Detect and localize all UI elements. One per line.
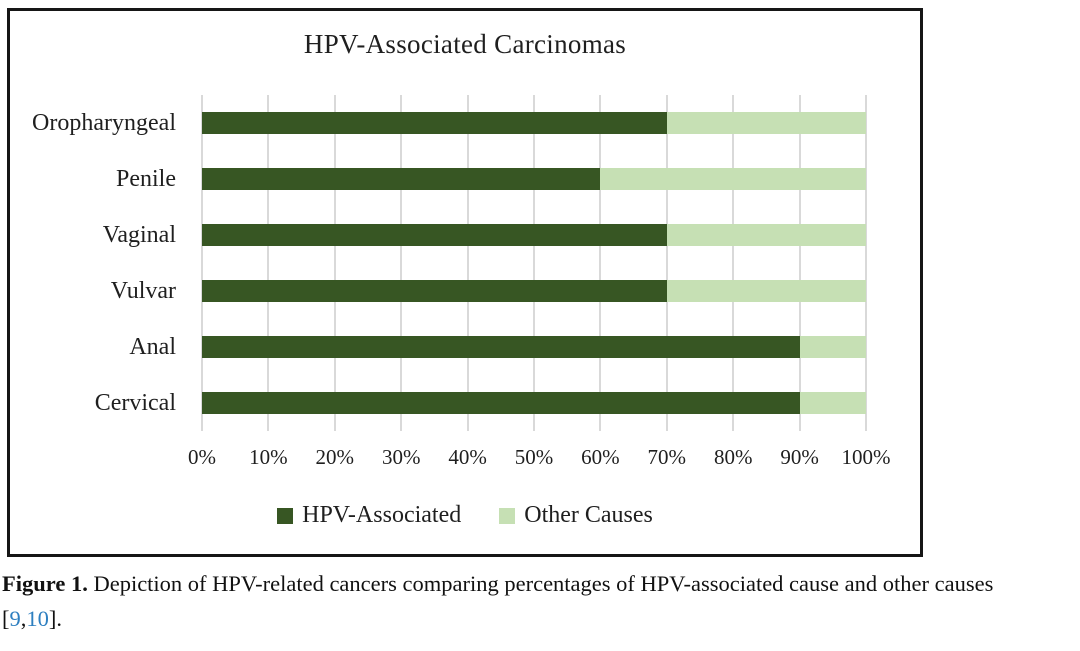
gridline <box>400 95 403 431</box>
x-axis: 0% 10% 20% 30% 40% 50% 60% 70% 80% 90% 100% <box>188 445 891 475</box>
bar-segment-hpv-associated <box>202 223 667 247</box>
bar-segment-other-causes <box>666 223 866 247</box>
bar-segment-other-causes <box>600 167 866 191</box>
x-tick-label: 10% <box>249 445 288 469</box>
x-tick-label: 30% <box>381 445 421 469</box>
x-tick-label: 0% <box>188 445 216 469</box>
bar-segment-hpv-associated <box>202 111 667 135</box>
legend-label-hpv-associated: HPV-Associated <box>302 502 462 528</box>
chart-panel: HPV-Associated Carcinomas Oropharyngeal P… <box>7 8 923 557</box>
category-label-anal: Anal <box>129 333 176 360</box>
bar-segment-hpv-associated <box>202 167 601 191</box>
bar-segment-hpv-associated <box>202 279 667 303</box>
bar-segment-other-causes <box>799 335 866 359</box>
category-label-oropharyngeal: Oropharyngeal <box>32 109 176 136</box>
bar-row-vulvar <box>202 263 866 319</box>
chart-title: HPV-Associated Carcinomas <box>303 29 627 59</box>
legend-item-other-causes: Other Causes <box>499 502 653 529</box>
bar-segment-other-causes <box>666 279 866 303</box>
bar-segment-hpv-associated <box>202 335 800 359</box>
x-tick-label: 50% <box>514 445 554 469</box>
bar-row-oropharyngeal <box>202 95 866 151</box>
gridline <box>267 95 270 431</box>
category-label-vulvar: Vulvar <box>110 277 176 304</box>
bar-row-anal <box>202 319 866 375</box>
ref-open-bracket: [ <box>2 606 10 631</box>
legend-item-hpv-associated: HPV-Associated <box>277 502 461 529</box>
bar-row-penile <box>202 151 866 207</box>
legend-label-other-causes: Other Causes <box>524 502 653 528</box>
x-tick-label: 100% <box>841 445 891 469</box>
gridline <box>798 95 801 431</box>
bar-row-vaginal <box>202 207 866 263</box>
chart-legend: HPV-Associated Other Causes <box>10 502 920 529</box>
gridline <box>533 95 535 431</box>
x-tick-label: 20% <box>315 445 355 469</box>
caption-body: Depiction of HPV-related cancers compari… <box>93 571 994 596</box>
category-label-vaginal: Vaginal <box>102 221 176 248</box>
legend-swatch-hpv-associated <box>277 507 294 524</box>
reference-link-9[interactable]: 9 <box>9 606 21 631</box>
gridline <box>333 95 336 431</box>
ref-close-bracket: ]. <box>48 606 62 631</box>
reference-link-10[interactable]: 10 <box>26 606 49 631</box>
x-tick-label: 70% <box>647 445 687 469</box>
bar-segment-other-causes <box>799 391 866 415</box>
gridline <box>599 95 602 431</box>
legend-swatch-other-causes <box>499 507 516 524</box>
bar-segment-other-causes <box>666 111 866 135</box>
category-label-cervical: Cervical <box>94 389 176 416</box>
bar-row-cervical <box>202 375 866 431</box>
gridline <box>201 95 203 431</box>
gridline <box>732 95 735 431</box>
x-tick-label: 60% <box>581 445 620 469</box>
caption-refs: [9,10]. <box>2 606 62 631</box>
gridline <box>865 95 867 431</box>
gridline <box>466 95 469 431</box>
figure-caption: Figure 1. Depiction of HPV-related cance… <box>2 566 1044 636</box>
gridline <box>665 95 668 431</box>
x-tick-label: 80% <box>713 445 753 469</box>
caption-label: Figure 1. <box>2 571 88 596</box>
x-tick-label: 40% <box>448 445 487 469</box>
bar-segment-hpv-associated <box>202 391 800 415</box>
y-axis-labels: Oropharyngeal Penile Vaginal Vulvar Anal Cerv… <box>10 95 184 431</box>
plot-area <box>201 95 867 431</box>
x-tick-label: 90% <box>780 445 819 469</box>
category-label-penile: Penile <box>116 165 176 192</box>
ref-separator: , <box>20 606 27 631</box>
